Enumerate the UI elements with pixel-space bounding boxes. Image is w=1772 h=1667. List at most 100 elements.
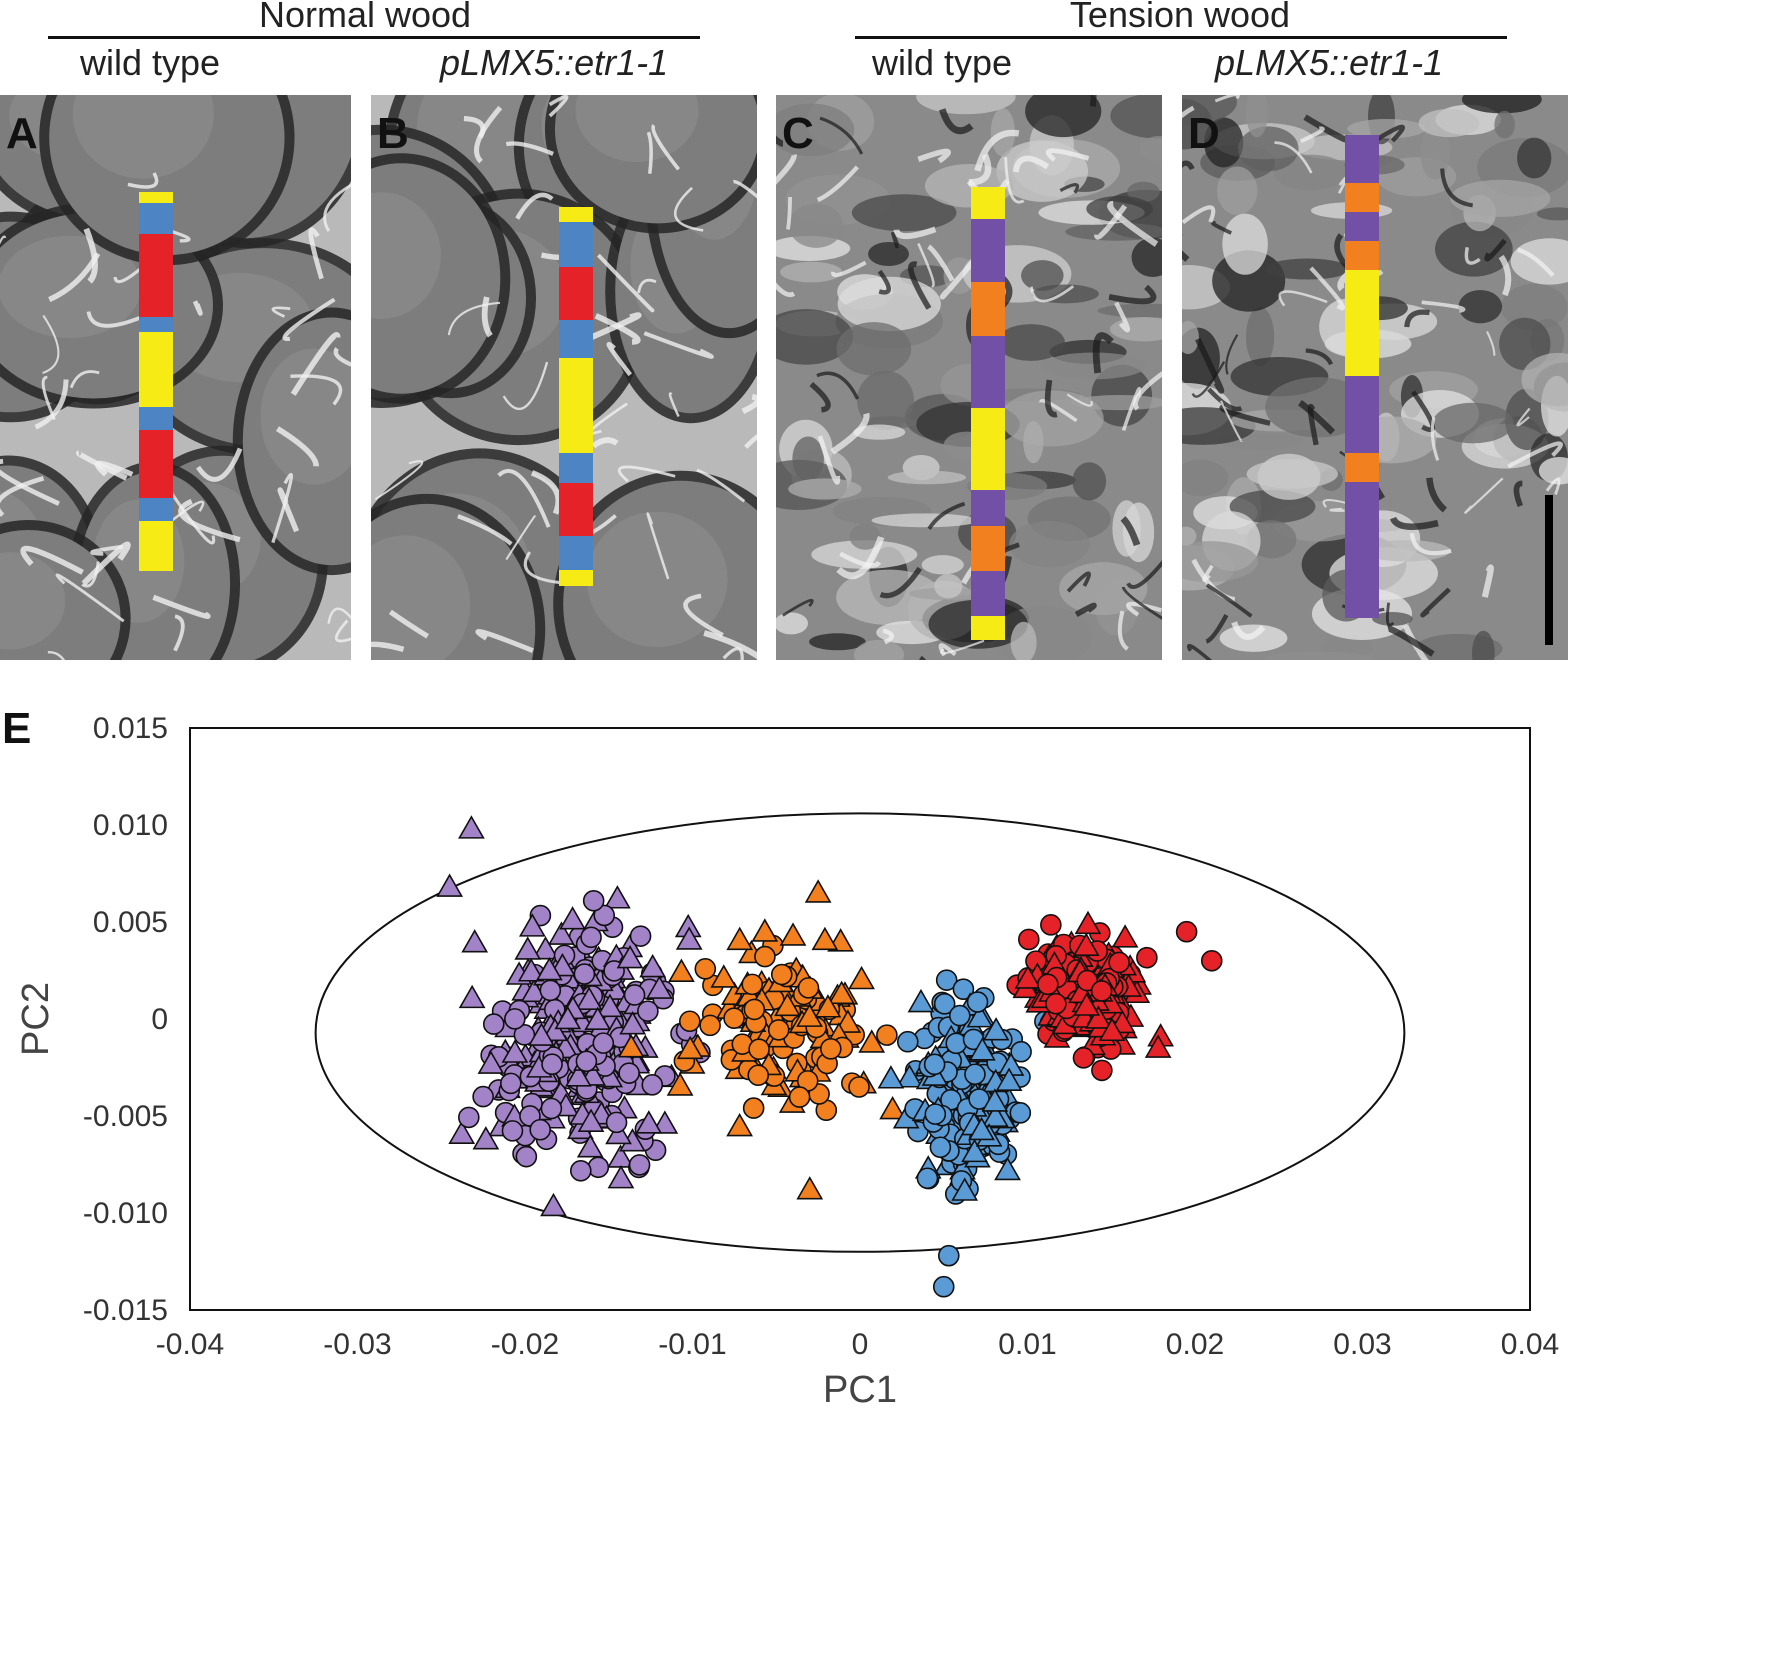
scatter-point-circle xyxy=(1091,1059,1113,1082)
scatter-point-triangle xyxy=(635,1110,663,1134)
scatter-point-triangle xyxy=(968,1116,995,1141)
scatter-point-circle xyxy=(1009,1102,1032,1124)
scatter-point-circle xyxy=(923,1053,946,1076)
scatter-point-circle xyxy=(937,1244,960,1267)
confidence-ellipse xyxy=(314,812,1406,1253)
panel-letter-e: E xyxy=(2,704,32,753)
scatter-point-circle xyxy=(754,945,776,968)
strip-segment xyxy=(139,331,173,409)
scatter-point-triangle xyxy=(458,815,485,839)
scatter-point-triangle xyxy=(1014,965,1042,989)
scatter-point-circle xyxy=(504,1008,526,1030)
strip-segment xyxy=(971,281,1005,338)
scatter-point-triangle xyxy=(675,926,703,950)
scatter-point-circle xyxy=(605,1111,628,1134)
scatter-point-triangle xyxy=(995,1067,1023,1091)
x-axis-label: PC1 xyxy=(823,1369,897,1411)
scatter-point-circle xyxy=(580,926,602,949)
scatter-point-triangle xyxy=(540,1192,567,1217)
scatter-point-triangle xyxy=(517,958,545,982)
scatter-point-circle xyxy=(743,998,766,1021)
strip-segment xyxy=(139,498,173,522)
strip-segment xyxy=(1345,212,1379,243)
strip-segment xyxy=(1345,376,1379,455)
scatter-point-triangle xyxy=(541,1017,569,1042)
y-tick-label: 0.005 xyxy=(93,906,168,939)
scatter-point-triangle xyxy=(951,1177,979,1201)
panel-letter-d: D xyxy=(1188,109,1220,158)
strip-segment xyxy=(559,267,593,322)
scatter-point-triangle xyxy=(828,980,855,1005)
scatter-point-circle xyxy=(623,984,646,1006)
scatter-point-circle xyxy=(1017,928,1040,951)
scatter-point-circle xyxy=(1010,1040,1032,1063)
scatter-point-triangle xyxy=(559,906,586,930)
scatter-point-triangle xyxy=(879,1095,906,1120)
strip-segment xyxy=(1345,135,1379,185)
scatter-point-circle xyxy=(472,1085,494,1108)
spectral-strip-d xyxy=(1345,135,1379,619)
scatter-point-triangle xyxy=(1072,932,1100,956)
scatter-point-triangle xyxy=(1111,924,1139,948)
scatter-point-triangle xyxy=(811,926,839,951)
strip-segment xyxy=(559,569,593,587)
scatter-point-circle xyxy=(678,1010,701,1033)
micrograph-panel-d: D xyxy=(1182,95,1568,660)
scatter-point-circle xyxy=(952,978,975,1000)
scatter-point-triangle xyxy=(774,992,801,1017)
scatter-point-circle xyxy=(1175,920,1198,943)
scatter-point-circle xyxy=(1037,973,1059,996)
x-tick-label: 0.04 xyxy=(1501,1328,1559,1361)
scatter-point-circle xyxy=(582,889,605,912)
y-axis-label: PC2 xyxy=(15,982,57,1056)
scatter-point-triangle xyxy=(639,953,667,978)
scatter-point-circle xyxy=(1090,980,1113,1002)
scatter-point-triangle xyxy=(710,964,738,988)
scatter-point-triangle xyxy=(666,1072,694,1096)
scatter-point-circle xyxy=(797,977,820,999)
strip-segment xyxy=(971,408,1005,492)
scatter-point-triangle xyxy=(646,975,673,999)
scatter-point-circle xyxy=(788,1086,811,1108)
y-tick-label: 0.010 xyxy=(93,809,168,842)
strip-segment xyxy=(971,526,1005,573)
scatter-point-triangle xyxy=(514,936,542,960)
scatter-point-triangle xyxy=(676,1035,704,1060)
scatter-point-triangle xyxy=(1073,992,1101,1016)
scatter-point-triangle xyxy=(564,1063,592,1087)
tension-wood-rule xyxy=(855,36,1507,39)
scatter-point-triangle xyxy=(848,965,875,990)
scatter-point-circle xyxy=(820,1038,842,1060)
scatter-point-circle xyxy=(500,1072,522,1095)
scatter-point-circle xyxy=(629,925,652,947)
scatter-point-triangle xyxy=(528,1022,555,1046)
scatter-point-triangle xyxy=(982,1017,1010,1041)
scatter-point-triangle xyxy=(796,1003,823,1027)
scatter-point-circle xyxy=(723,1007,745,1030)
scatter-point-triangle xyxy=(617,1034,645,1058)
panel-letter-b: B xyxy=(377,109,409,158)
scatter-point-triangle xyxy=(518,913,546,937)
scatter-point-circle xyxy=(935,969,958,991)
scatter-point-circle xyxy=(1045,992,1067,1015)
strip-segment xyxy=(139,407,173,432)
scatter-point-triangle xyxy=(969,1037,996,1061)
scatter-point-triangle xyxy=(596,993,624,1018)
strip-segment xyxy=(559,358,593,454)
scatter-point-triangle xyxy=(619,1011,646,1035)
scatter-point-triangle xyxy=(554,1005,582,1030)
scatter-point-triangle xyxy=(834,1009,862,1033)
scatter-point-triangle xyxy=(501,1039,529,1063)
strip-segment xyxy=(1345,241,1379,272)
scatter-point-triangle xyxy=(814,994,842,1018)
scatter-point-circle xyxy=(618,1062,640,1084)
y-tick-label: 0.015 xyxy=(93,712,168,745)
scatter-point-triangle xyxy=(604,885,631,909)
strip-segment xyxy=(559,222,593,269)
micrograph-panel-a: A xyxy=(0,95,351,660)
scatter-point-triangle xyxy=(981,1088,1009,1112)
scatter-point-circle xyxy=(966,991,989,1013)
strip-segment xyxy=(1345,482,1379,619)
x-tick-label: 0.02 xyxy=(1166,1328,1224,1361)
micrograph-panel-c: C xyxy=(776,95,1162,660)
